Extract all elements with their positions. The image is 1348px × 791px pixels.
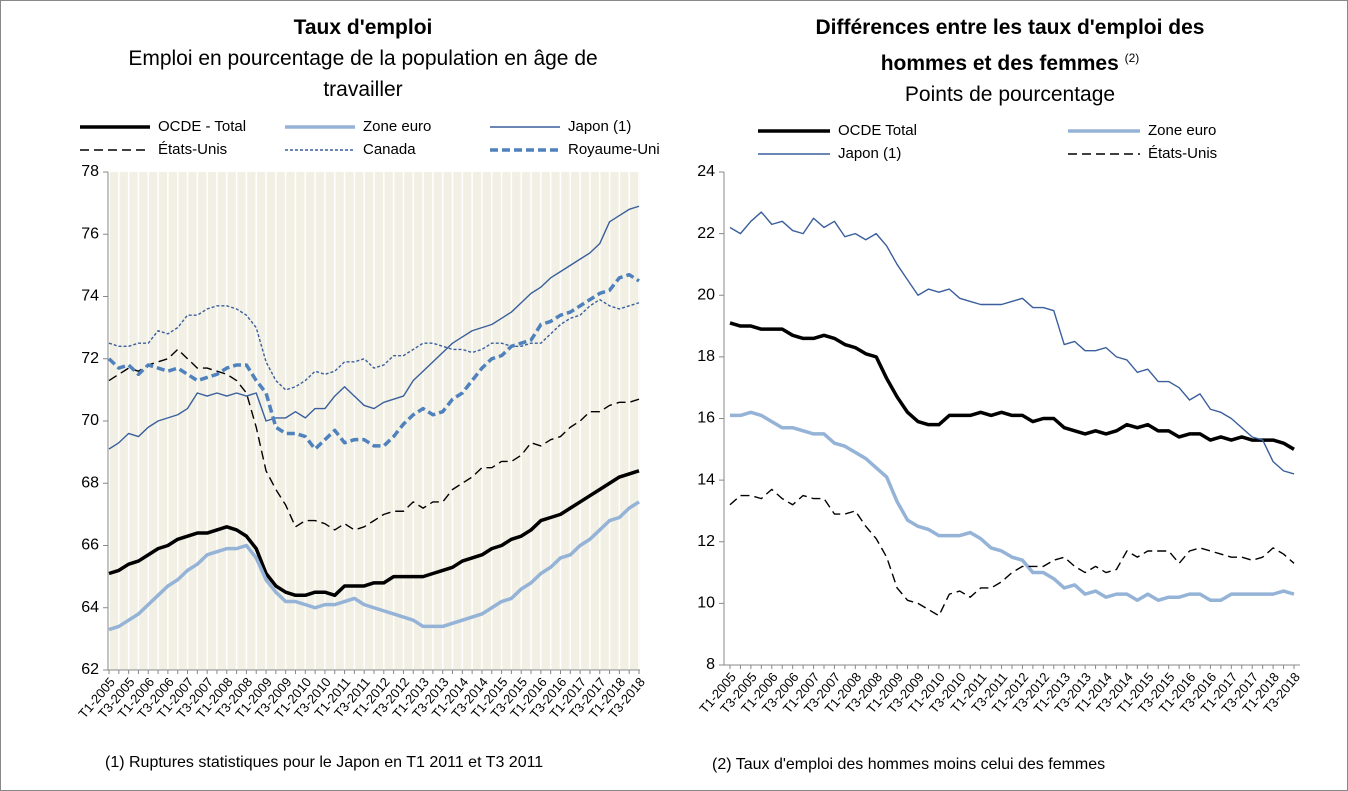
data-line [107,272,640,451]
y-tick-label: 64 [81,599,99,616]
y-tick-label: 12 [697,533,715,550]
data-line [108,348,640,531]
title-block: Différences entre les taux d'emploi des … [790,12,1230,110]
legend-label: Zone euro [363,118,431,135]
data-line [108,205,640,450]
legend-label: États-Unis [158,141,227,158]
chart-title: Taux d'emploi [293,16,433,39]
chart-subtitle: Points de pourcentage [904,83,1116,106]
legend-label: États-Unis [1148,145,1217,162]
y-tick-label: 14 [697,471,715,488]
legend-label: OCDE - Total [158,118,246,135]
plot-area [724,172,1300,665]
y-tick-label: 8 [706,656,715,673]
chart-title: Différences entre les taux d'emploi des … [815,16,1205,75]
data-line [108,500,640,632]
data-line [108,298,640,391]
y-tick-label: 66 [81,537,99,554]
chart-subtitle: Emploi en pourcentage de la population e… [128,47,598,101]
y-tick-label: 16 [697,410,715,427]
data-line [108,469,640,598]
legend-label: Zone euro [1148,122,1216,139]
title-block: Taux d'emploi Emploi en pourcentage de l… [128,12,598,105]
y-tick-label: 62 [81,661,99,678]
y-tick-label: 20 [697,286,715,303]
y-tick-label: 76 [81,225,99,242]
y-tick-label: 18 [697,348,715,365]
footnote: (2) Taux d'emploi des hommes moins celui… [712,756,1105,773]
y-tick-label: 70 [81,412,99,429]
legend-label: OCDE Total [838,122,917,139]
footnote: (1) Ruptures statistiques pour le Japon … [105,754,543,771]
y-tick-label: 72 [81,350,99,367]
y-tick-label: 10 [697,595,715,612]
data-line [729,321,1295,451]
legend-label: Royaume-Uni [568,141,660,158]
data-line [729,211,1295,475]
legend-label: Canada [363,141,416,158]
y-tick-label: 24 [697,163,715,180]
legend-label: Japon (1) [568,118,631,135]
y-tick-label: 74 [81,288,99,305]
title-note: (2) [1124,51,1140,65]
y-tick-label: 68 [81,474,99,491]
data-line [730,410,1295,603]
legend-label: Japon (1) [838,145,901,162]
y-tick-label: 78 [81,163,99,180]
y-tick-label: 22 [697,225,715,242]
